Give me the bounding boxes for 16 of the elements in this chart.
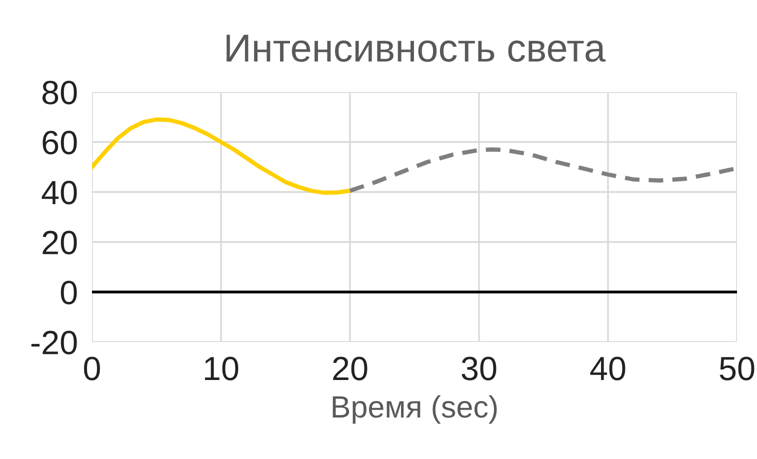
y-tick-label: 60 (42, 130, 77, 154)
chart-title: Интенсивность света (226, 34, 606, 62)
line-series (348, 147, 737, 193)
y-tick-label: 80 (42, 80, 77, 104)
x-tick-label: 20 (333, 356, 368, 380)
x-tick-label: 30 (462, 356, 496, 380)
y-tick-label: 0 (60, 280, 77, 304)
y-tick-label: -20 (31, 330, 77, 354)
y-tick-label: 20 (42, 230, 77, 254)
x-tick-label: 50 (720, 356, 754, 380)
x-axis-title: Время (sec) (332, 395, 497, 424)
x-tick-label: 10 (205, 356, 238, 380)
line-series (92, 117, 352, 195)
y-tick-label: 40 (42, 180, 77, 204)
x-tick-label: 0 (84, 356, 100, 380)
x-tick-label: 40 (590, 356, 626, 380)
